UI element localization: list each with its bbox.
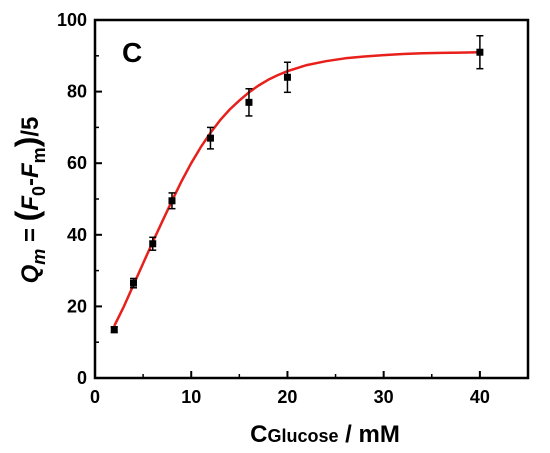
data-marker: [283, 73, 291, 81]
data-marker: [206, 134, 214, 142]
data-marker: [149, 240, 157, 248]
data-point: [245, 87, 253, 117]
data-points-layer: [110, 35, 484, 334]
y-axis-title-f0: F: [17, 195, 44, 211]
x-tick-label: 20: [277, 387, 297, 407]
data-point: [168, 192, 176, 210]
x-tick-label: 30: [374, 387, 394, 407]
y-tick-label: 20: [67, 296, 87, 316]
plot-axes: 0 10 20 30 40 0 20 40 60 80 100: [57, 10, 530, 407]
y-axis-title-fm-sub: m: [29, 147, 49, 163]
x-axis-title: CGlucose / mM: [250, 421, 400, 448]
x-axis-title-main: C: [250, 421, 267, 448]
y-tick-label: 100: [57, 10, 87, 30]
data-point: [206, 126, 214, 150]
y-axis-title-div: /5: [17, 117, 44, 137]
y-axis-title-eq: =: [17, 221, 44, 248]
data-point: [476, 35, 484, 70]
data-point: [149, 236, 157, 251]
x-tick-label: 10: [181, 387, 201, 407]
x-tick-label: 40: [470, 387, 490, 407]
data-point: [283, 61, 291, 94]
x-axis-title-unit: / mM: [339, 421, 400, 448]
y-axis-title-q-sub: m: [29, 249, 49, 265]
y-tick-label: 80: [67, 82, 87, 102]
data-point: [110, 326, 118, 334]
x-tick-label: 0: [90, 387, 100, 407]
data-marker: [168, 197, 176, 205]
y-axis-title-q: Q: [17, 264, 44, 283]
data-marker: [476, 48, 484, 56]
plot-frame: [93, 18, 530, 380]
fit-curve: [113, 50, 480, 327]
data-marker: [110, 326, 118, 334]
y-axis-title-open: (: [9, 210, 45, 221]
fit-layer: [113, 50, 480, 327]
y-axis-title-f0-sub: 0: [29, 186, 49, 196]
panel-label: C: [122, 37, 142, 68]
y-tick-label: 40: [67, 225, 87, 245]
y-axis-title: Qm = (F0-Fm)/5: [9, 117, 49, 284]
y-axis-title-fm: F: [17, 162, 44, 178]
data-marker: [245, 98, 253, 106]
y-axis-title-dash: -: [17, 178, 44, 186]
x-axis-title-sub: Glucose: [267, 426, 338, 446]
data-point: [129, 277, 137, 289]
y-axis-title-close: ): [9, 137, 45, 148]
data-marker: [129, 279, 137, 287]
y-tick-label: 60: [67, 153, 87, 173]
y-tick-label: 0: [77, 368, 87, 388]
